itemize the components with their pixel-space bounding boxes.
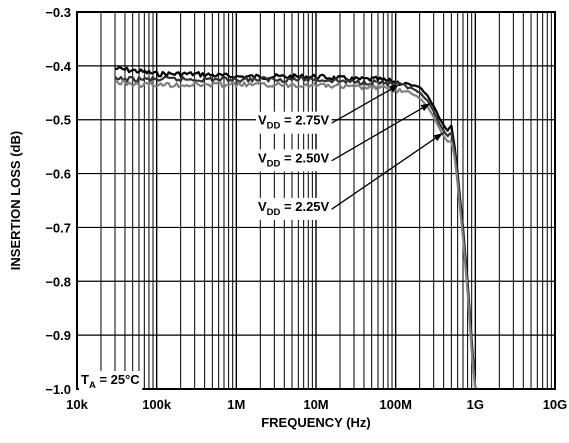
annotation-arrowhead bbox=[420, 103, 431, 112]
vdd-annotation-1: VDD = 2.75V bbox=[256, 111, 332, 134]
annotation-arrow bbox=[331, 84, 400, 124]
tick-labels: 10k 100k 1M 10M 100M 1G 10G −0.3 −0.4 −0.5 −0.6 −0.… bbox=[45, 5, 567, 412]
x-tick-label: 10G bbox=[543, 397, 568, 412]
vdd-annotation-2-text: VDD = 2.50V bbox=[258, 150, 330, 169]
x-tick-label: 10M bbox=[303, 397, 328, 412]
vdd-annotation-1-text: VDD = 2.75V bbox=[258, 113, 330, 132]
series-layer bbox=[114, 66, 477, 390]
series-line-2 bbox=[114, 75, 477, 390]
y-tick-label: −0.3 bbox=[45, 5, 71, 20]
annotation-arrow bbox=[331, 102, 431, 162]
vdd-annotation-2-background bbox=[256, 149, 332, 172]
annotation-arrows bbox=[331, 84, 444, 210]
x-axis-title: FREQUENCY (Hz) bbox=[261, 415, 371, 430]
series-line-1 bbox=[114, 66, 477, 390]
x-tick-label: 100k bbox=[142, 397, 172, 412]
vdd-annotation-3-text: VDD = 2.25V bbox=[258, 199, 330, 218]
series-line-3 bbox=[114, 79, 477, 390]
condition-label: TA = 25°C bbox=[79, 371, 143, 393]
grid bbox=[76, 11, 555, 390]
y-tick-label: −1.0 bbox=[45, 382, 71, 397]
vdd-annotation-3-background bbox=[256, 197, 332, 220]
x-tick-label: 1M bbox=[227, 397, 245, 412]
condition-label-background bbox=[79, 371, 143, 393]
x-tick-label: 100M bbox=[379, 397, 412, 412]
vdd-annotation-3: VDD = 2.25V bbox=[256, 197, 332, 220]
annotation-labels: VDD = 2.75V VDD = 2.50V VDD = 2.25V TA = 25… bbox=[79, 111, 332, 393]
vdd-annotation-1-background bbox=[256, 111, 332, 134]
y-axis-title: INSERTION LOSS (dB) bbox=[8, 131, 23, 270]
annotation-arrow bbox=[331, 132, 444, 210]
annotation-arrowhead bbox=[389, 84, 399, 93]
y-tick-label: −0.9 bbox=[45, 328, 71, 343]
plot-frame bbox=[76, 11, 556, 390]
condition-label-text: TA = 25°C bbox=[81, 372, 140, 391]
x-tick-label: 10k bbox=[66, 397, 88, 412]
annotation-arrowhead bbox=[433, 133, 443, 142]
vdd-annotation-2: VDD = 2.50V bbox=[256, 149, 332, 172]
y-tick-label: −0.7 bbox=[45, 220, 71, 235]
x-tick-label: 1G bbox=[467, 397, 484, 412]
y-tick-label: −0.5 bbox=[45, 113, 71, 128]
y-tick-label: −0.4 bbox=[45, 59, 71, 74]
y-tick-label: −0.8 bbox=[45, 274, 71, 289]
y-tick-label: −0.6 bbox=[45, 167, 71, 182]
